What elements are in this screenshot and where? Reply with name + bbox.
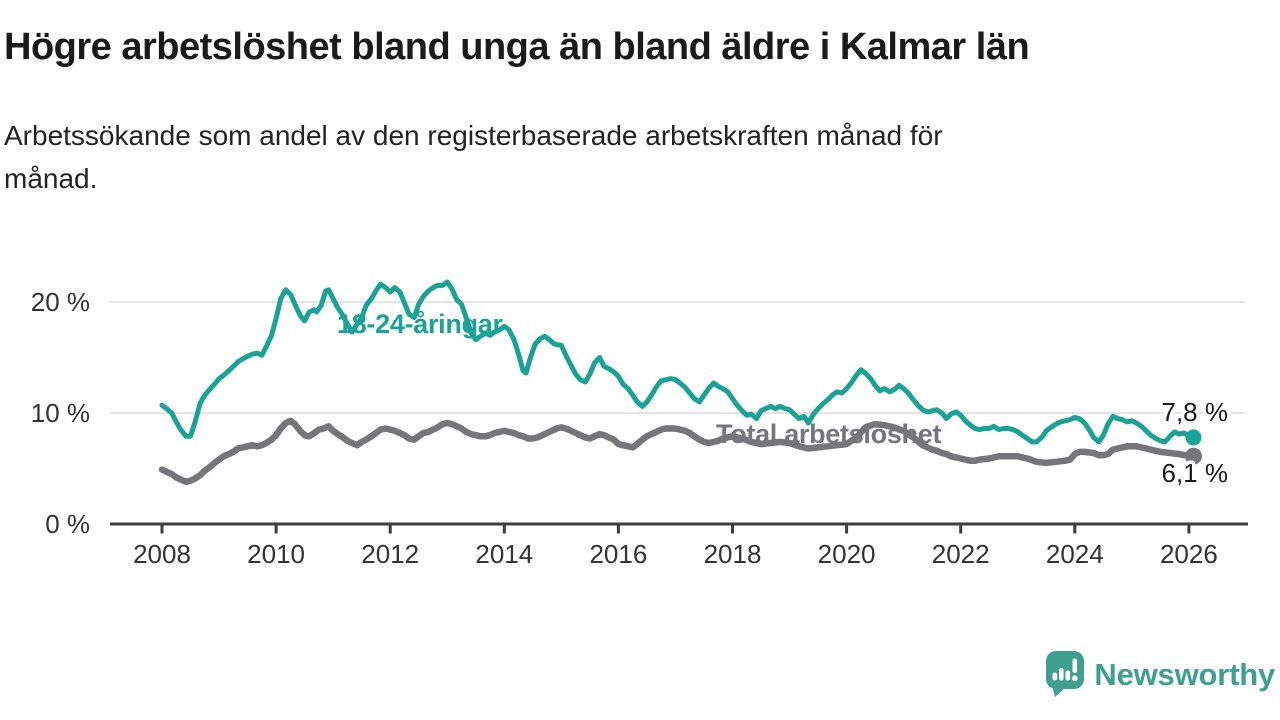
x-tick-label-2008: 2008: [133, 539, 191, 569]
end-dot-total: [1184, 447, 1202, 465]
x-tick-label-2010: 2010: [247, 539, 305, 569]
newsworthy-brand-text: Newsworthy: [1094, 657, 1275, 692]
chart-subtitle: Arbetssökande som andel av den registerb…: [4, 114, 943, 200]
x-tick-label-2018: 2018: [704, 539, 762, 569]
bar-chart-speech-bubble-icon: [1046, 651, 1085, 697]
y-tick-label-20: 20 %: [31, 287, 90, 317]
subtitle-line-1: Arbetssökande som andel av den registerb…: [4, 120, 943, 151]
grid-lines: [110, 301, 1245, 414]
x-tick-label-2012: 2012: [361, 539, 419, 569]
series-line-youth: [159, 279, 1196, 445]
series-lines: [158, 279, 1202, 486]
x-tick-label-2026: 2026: [1160, 539, 1218, 569]
x-tick-label-2022: 2022: [932, 539, 990, 569]
x-tick-label-2020: 2020: [818, 539, 876, 569]
y-tick-label-10: 10 %: [31, 398, 90, 428]
newsworthy-logo: Newsworthy: [1046, 651, 1275, 699]
series-line-total: [158, 417, 1197, 486]
x-tick-label-2016: 2016: [589, 539, 647, 569]
x-tick-label-2014: 2014: [475, 539, 533, 569]
series-label-total: Total arbetslöshet: [716, 419, 941, 449]
end-value-label-youth: 7,8 %: [1162, 397, 1229, 427]
chart-title: Högre arbetslöshet bland unga än bland ä…: [4, 26, 1030, 68]
subtitle-line-2: månad.: [4, 163, 98, 194]
end-dot-youth: [1185, 429, 1202, 446]
series-label-youth: 18-24-åringar: [337, 309, 503, 339]
y-tick-label-0: 0 %: [45, 509, 90, 539]
axis-labels: 0 % 10 % 20 % 2008 2010 2012 2014 2016 2018 2020 2…: [31, 287, 1218, 569]
x-tick-label-2024: 2024: [1046, 539, 1104, 569]
x-axis: [110, 522, 1248, 534]
end-value-label-total: 6,1 %: [1162, 458, 1229, 488]
